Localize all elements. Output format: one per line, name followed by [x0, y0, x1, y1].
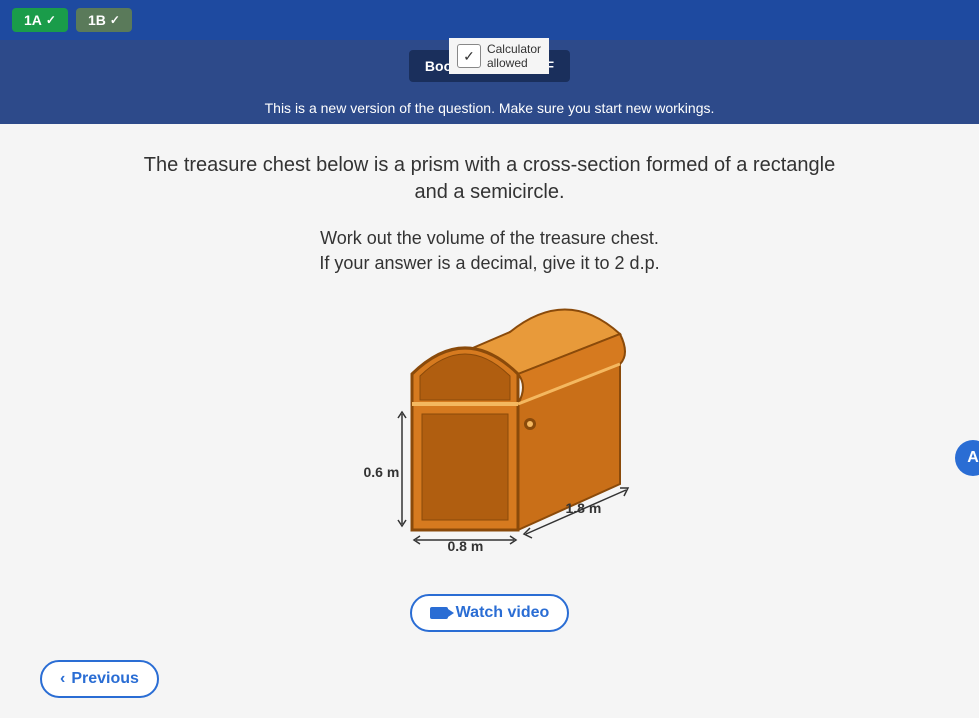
notice-text: This is a new version of the question. M…: [265, 100, 715, 116]
check-icon: ✓: [110, 13, 120, 27]
tab-1b[interactable]: 1B ✓: [76, 8, 132, 32]
dimension-depth-label: 1.8 m: [566, 500, 602, 516]
previous-button[interactable]: ‹ Previous: [40, 660, 159, 698]
tab-1a[interactable]: 1A ✓: [12, 8, 68, 32]
calculator-line2: allowed: [487, 56, 541, 70]
tab-1b-label: 1B: [88, 12, 106, 28]
chest-svg: [330, 304, 650, 564]
calculator-text: Calculator allowed: [487, 42, 541, 70]
dimension-width-label: 0.8 m: [448, 538, 484, 554]
info-bar: Bookwork code: 1F ✓ Calculator allowed: [0, 40, 979, 92]
tab-1a-label: 1A: [24, 12, 42, 28]
calculator-allowed: ✓ Calculator allowed: [449, 38, 549, 74]
treasure-chest-diagram: 0.6 m 0.8 m 1.8 m: [330, 304, 650, 564]
question-line-4: If your answer is a decimal, give it to …: [60, 253, 919, 274]
calculator-line1: Calculator: [487, 42, 541, 56]
watch-video-button[interactable]: Watch video: [410, 594, 570, 632]
question-line-3: Work out the volume of the treasure ches…: [60, 228, 919, 249]
question-line-1: The treasure chest below is a prism with…: [60, 154, 919, 177]
dimension-height-label: 0.6 m: [364, 464, 400, 480]
notice-banner: This is a new version of the question. M…: [0, 92, 979, 124]
question-line-2: and a semicircle.: [60, 181, 919, 204]
side-bubble-label: A: [967, 449, 979, 467]
check-icon: ✓: [46, 13, 56, 27]
footer-nav: ‹ Previous: [40, 660, 159, 698]
previous-label: Previous: [71, 670, 139, 688]
calculator-icon: ✓: [457, 44, 481, 68]
top-bar: 1A ✓ 1B ✓: [0, 0, 979, 40]
video-camera-icon: [430, 607, 448, 619]
question-content: The treasure chest below is a prism with…: [0, 124, 979, 662]
chevron-left-icon: ‹: [60, 670, 65, 688]
watch-video-label: Watch video: [456, 604, 550, 622]
diagram-container: 0.6 m 0.8 m 1.8 m: [60, 304, 919, 564]
